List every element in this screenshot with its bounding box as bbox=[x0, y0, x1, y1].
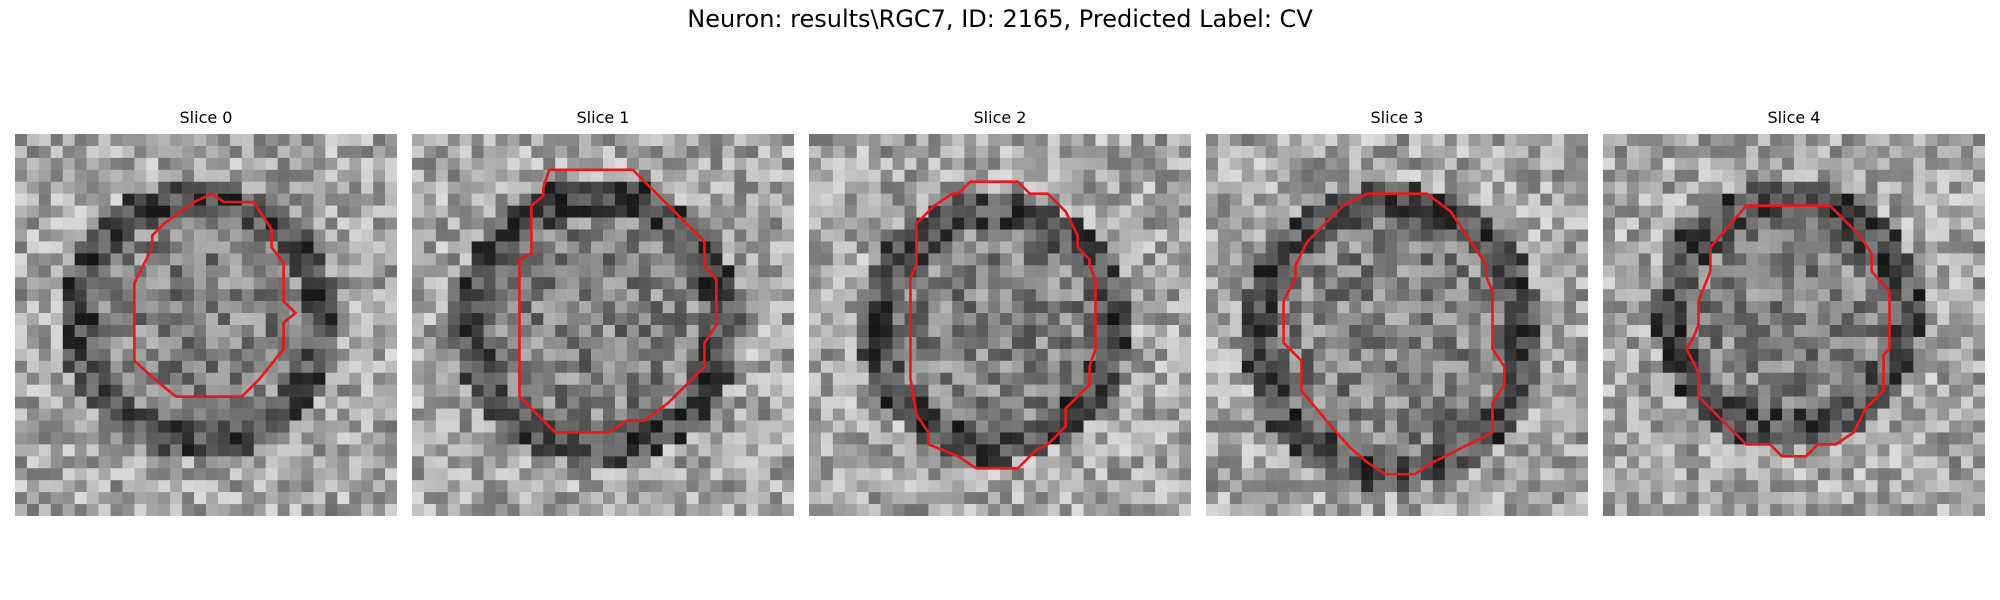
slice-image bbox=[1206, 134, 1588, 516]
slice-image bbox=[412, 134, 794, 516]
slice-image bbox=[809, 134, 1191, 516]
segmentation-contour bbox=[1685, 204, 1891, 458]
segmentation-contour bbox=[909, 180, 1097, 470]
slice-image bbox=[1603, 134, 1985, 516]
slice-panel: Slice 1 bbox=[412, 107, 794, 516]
slice-panel: Slice 0 bbox=[15, 107, 397, 516]
slice-panel: Slice 4 bbox=[1603, 107, 1985, 516]
slice-panel: Slice 3 bbox=[1206, 107, 1588, 516]
segmentation-contour bbox=[133, 192, 297, 398]
segmentation-contour bbox=[518, 168, 718, 434]
slice-title: Slice 4 bbox=[1767, 108, 1821, 127]
slice-title: Slice 1 bbox=[576, 108, 630, 127]
slice-title: Slice 0 bbox=[179, 108, 233, 127]
slice-title: Slice 2 bbox=[973, 108, 1027, 127]
figure-title: Neuron: results\RGC7, ID: 2165, Predicte… bbox=[687, 5, 1313, 33]
segmentation-contour bbox=[1282, 192, 1506, 476]
slice-title: Slice 3 bbox=[1370, 108, 1424, 127]
slice-image bbox=[15, 134, 397, 516]
slice-panel: Slice 2 bbox=[809, 107, 1191, 516]
